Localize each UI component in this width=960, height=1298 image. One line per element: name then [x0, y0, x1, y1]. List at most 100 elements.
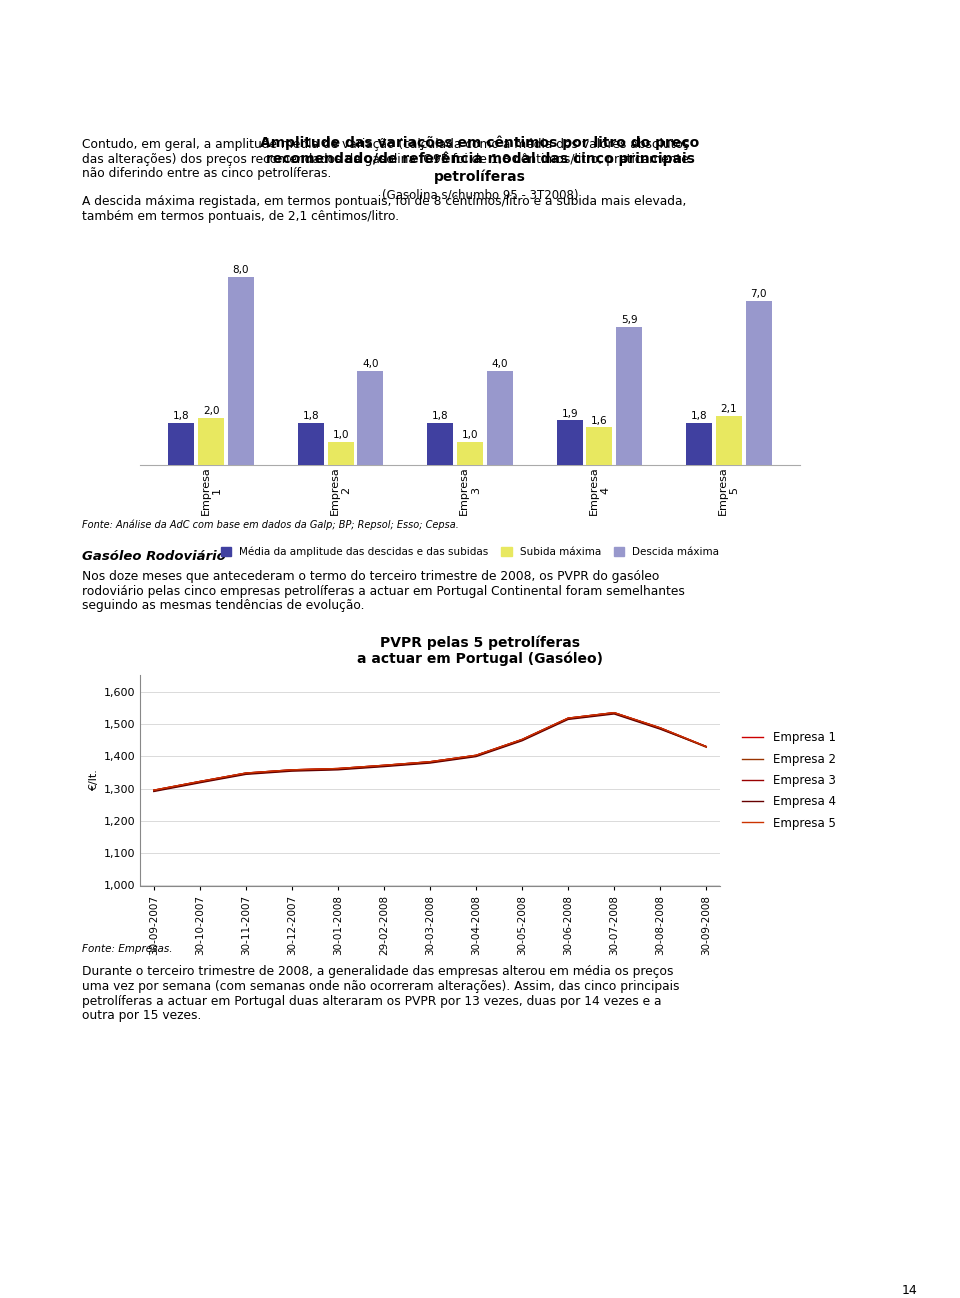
Empresa 3 [516, 732, 528, 748]
Line: Empresa 5: Empresa 5 [154, 713, 707, 790]
Text: das alterações) dos preços recomendados da gasolina IO95 foi de 1,8 cêntimos/lit: das alterações) dos preços recomendados … [82, 152, 688, 166]
Empresa 4 [655, 722, 666, 737]
Empresa 5 [655, 720, 666, 736]
Text: Nos doze meses que antecederam o termo do terceiro trimestre de 2008, os PVPR do: Nos doze meses que antecederam o termo d… [82, 570, 660, 583]
Text: 1,8: 1,8 [691, 411, 708, 421]
Text: Amplitude das variações em cêntimos por litro do preço: Amplitude das variações em cêntimos por … [260, 135, 700, 149]
Bar [427, 423, 453, 465]
Empresa 4 [424, 755, 436, 771]
Empresa 1 [701, 739, 712, 754]
Bar [557, 421, 583, 465]
Text: 1,9: 1,9 [562, 409, 578, 418]
Text: 2,0: 2,0 [203, 406, 220, 417]
Empresa 5 [148, 783, 159, 798]
Text: 1,0: 1,0 [462, 430, 478, 440]
Legend: Empresa 1, Empresa 2, Empresa 3, Empresa 4, Empresa 5: Empresa 1, Empresa 2, Empresa 3, Empresa… [737, 727, 841, 835]
Text: Durante o terceiro trimestre de 2008, a generalidade das empresas alterou em méd: Durante o terceiro trimestre de 2008, a … [82, 966, 674, 979]
Empresa 4 [701, 739, 712, 754]
Bar [746, 301, 772, 465]
Empresa 2 [655, 720, 666, 736]
Empresa 1 [516, 732, 528, 748]
Empresa 5 [609, 705, 620, 720]
Text: A descida máxima registada, em termos pontuais, foi de 8 cêntimos/litro e a subi: A descida máxima registada, em termos po… [82, 196, 686, 209]
Empresa 5 [470, 748, 482, 763]
Text: Contudo, em geral, a amplitude média de variação (calculada como a média dos val: Contudo, em geral, a amplitude média de … [82, 138, 689, 151]
Text: 1,0: 1,0 [332, 430, 348, 440]
Empresa 5 [194, 774, 205, 789]
Text: 1,8: 1,8 [432, 411, 448, 421]
Text: outra por 15 vezes.: outra por 15 vezes. [82, 1009, 202, 1022]
Text: 14: 14 [902, 1284, 918, 1297]
Empresa 4 [148, 784, 159, 800]
Text: 2,1: 2,1 [721, 404, 737, 414]
Bar [616, 327, 642, 465]
Empresa 1 [286, 762, 298, 778]
Empresa 4 [286, 763, 298, 779]
Bar [198, 418, 224, 465]
Bar [457, 441, 483, 465]
Text: também em termos pontuais, de 2,1 cêntimos/litro.: também em termos pontuais, de 2,1 cêntim… [82, 210, 399, 223]
Empresa 1 [240, 766, 252, 781]
Empresa 2 [609, 706, 620, 722]
Text: seguindo as mesmas tendências de evolução.: seguindo as mesmas tendências de evoluçã… [82, 598, 365, 611]
Empresa 1 [470, 748, 482, 763]
Text: uma vez por semana (com semanas onde não ocorreram alterações). Assim, das cinco: uma vez por semana (com semanas onde não… [82, 980, 680, 993]
Empresa 3 [470, 748, 482, 763]
Empresa 3 [609, 705, 620, 720]
Empresa 4 [240, 767, 252, 783]
Empresa 1 [378, 758, 390, 774]
Empresa 2 [286, 763, 298, 779]
Empresa 2 [240, 766, 252, 781]
Empresa 5 [424, 754, 436, 770]
Text: PVPR pelas 5 petrolíferas: PVPR pelas 5 petrolíferas [380, 636, 580, 650]
Text: rodoviário pelas cinco empresas petrolíferas a actuar em Portugal Continental fo: rodoviário pelas cinco empresas petrolíf… [82, 584, 684, 597]
Empresa 4 [332, 762, 344, 778]
Text: 4,0: 4,0 [362, 360, 378, 369]
Empresa 2 [378, 758, 390, 774]
Empresa 5 [240, 766, 252, 781]
Line: Empresa 3: Empresa 3 [154, 713, 707, 790]
Text: petrolíferas a actuar em Portugal duas alteraram os PVPR por 13 vezes, duas por : petrolíferas a actuar em Portugal duas a… [82, 994, 661, 1007]
Bar [168, 423, 194, 465]
Empresa 3 [286, 762, 298, 778]
Text: 4,0: 4,0 [492, 360, 508, 369]
Empresa 5 [563, 710, 574, 726]
Empresa 3 [701, 739, 712, 754]
Empresa 3 [332, 761, 344, 776]
Empresa 2 [470, 748, 482, 763]
Empresa 2 [194, 775, 205, 790]
Empresa 3 [148, 783, 159, 798]
Empresa 2 [516, 732, 528, 748]
Bar [357, 371, 383, 465]
Text: 1,6: 1,6 [591, 415, 608, 426]
Bar [686, 423, 712, 465]
Bar [298, 423, 324, 465]
Bar [228, 278, 253, 465]
Bar [587, 427, 612, 465]
Empresa 5 [378, 758, 390, 774]
Text: petrolíferas: petrolíferas [434, 169, 526, 183]
Empresa 4 [516, 733, 528, 749]
Empresa 4 [470, 749, 482, 765]
Empresa 2 [332, 762, 344, 778]
Empresa 4 [194, 775, 205, 790]
Text: a actuar em Portugal (Gasóleo): a actuar em Portugal (Gasóleo) [357, 652, 603, 666]
Empresa 5 [701, 739, 712, 754]
Text: Gasóleo Rodoviário: Gasóleo Rodoviário [82, 550, 226, 563]
Empresa 2 [148, 783, 159, 798]
Empresa 4 [378, 759, 390, 775]
Line: Empresa 4: Empresa 4 [154, 714, 707, 792]
Empresa 3 [424, 754, 436, 770]
Empresa 2 [424, 754, 436, 770]
Empresa 4 [609, 706, 620, 722]
Text: (Gasolina s/chumbo 95 - 3T2008): (Gasolina s/chumbo 95 - 3T2008) [382, 188, 578, 201]
Empresa 1 [563, 710, 574, 726]
Text: Fonte: Empresas.: Fonte: Empresas. [82, 944, 173, 954]
Text: 1,8: 1,8 [302, 411, 319, 421]
Text: 7,0: 7,0 [751, 289, 767, 299]
Text: Fonte: Análise da AdC com base em dados da Galp; BP; Repsol; Esso; Cepsa.: Fonte: Análise da AdC com base em dados … [82, 520, 459, 531]
Empresa 1 [148, 783, 159, 798]
Bar [716, 415, 742, 465]
Empresa 3 [655, 720, 666, 736]
Line: Empresa 2: Empresa 2 [154, 714, 707, 790]
